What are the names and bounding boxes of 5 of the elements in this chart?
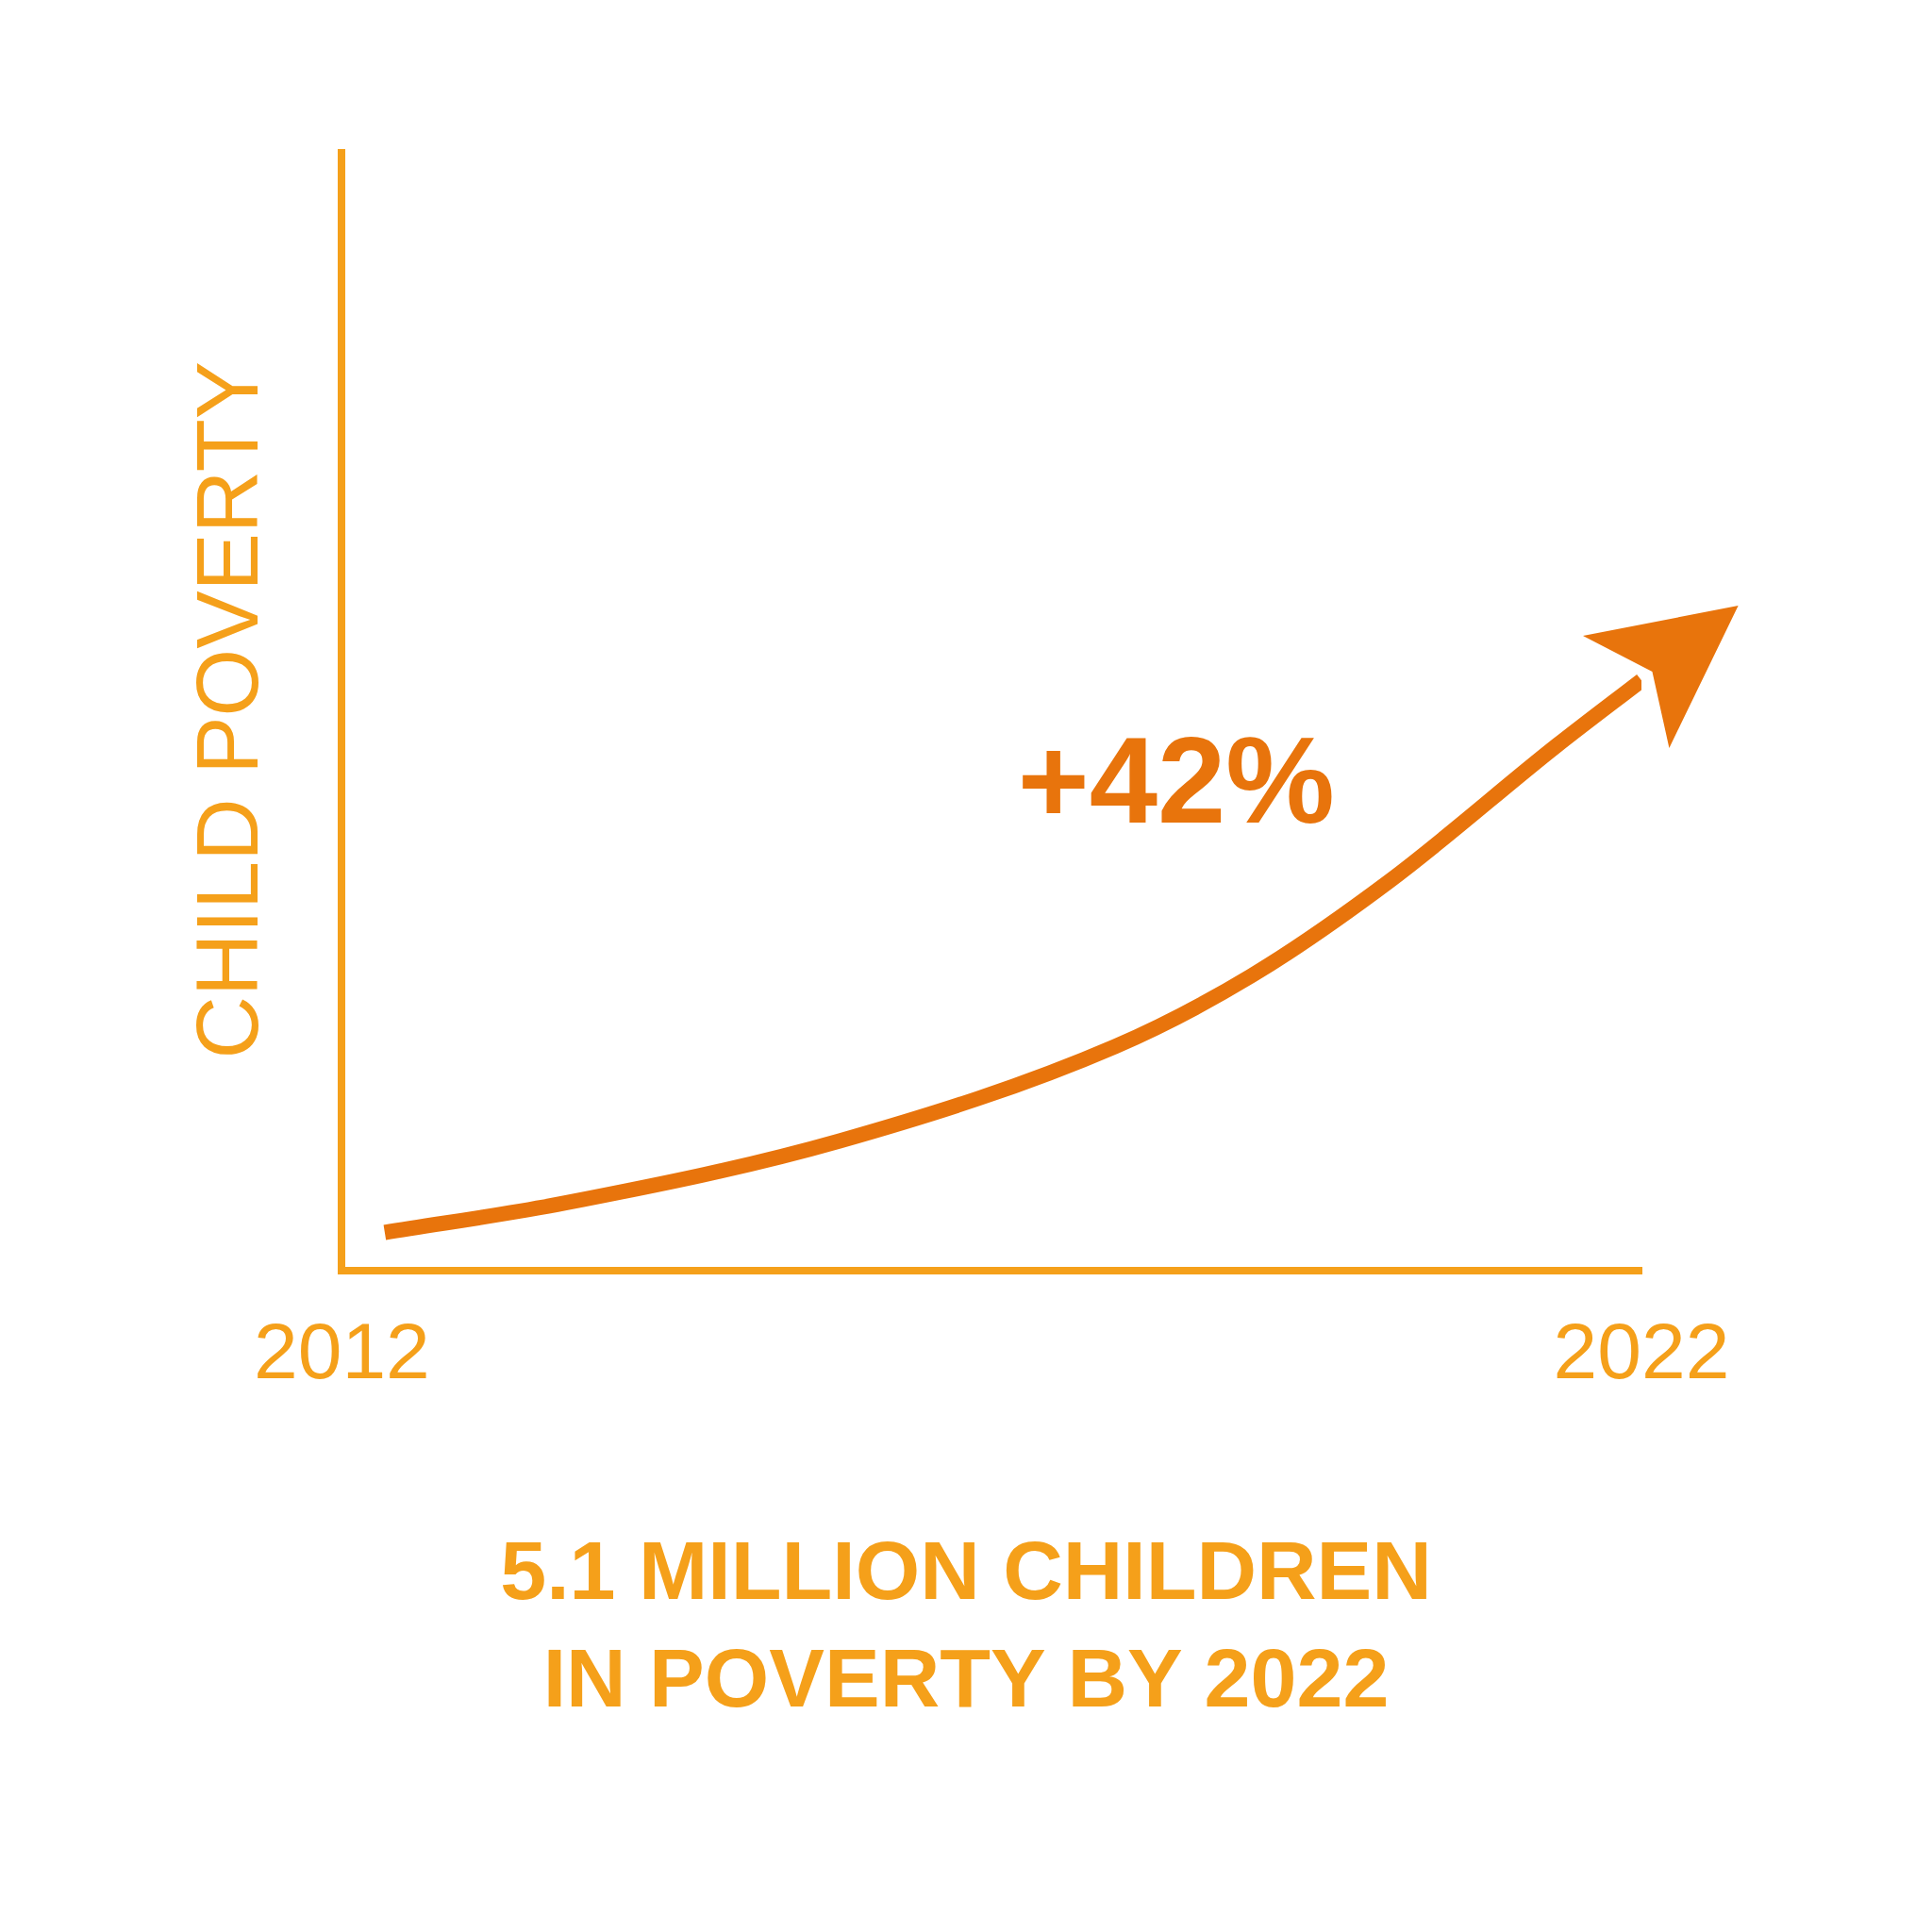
x-tick-label: 2022 xyxy=(1553,1306,1730,1395)
y-axis-title: CHILD POVERTY xyxy=(178,360,275,1059)
x-tick-label: 2012 xyxy=(253,1306,430,1395)
annotation: +42% xyxy=(1017,710,1335,849)
text: 5.1 MILLION CHILDREN IN POVERTY BY 2022 xyxy=(499,1523,1433,1727)
